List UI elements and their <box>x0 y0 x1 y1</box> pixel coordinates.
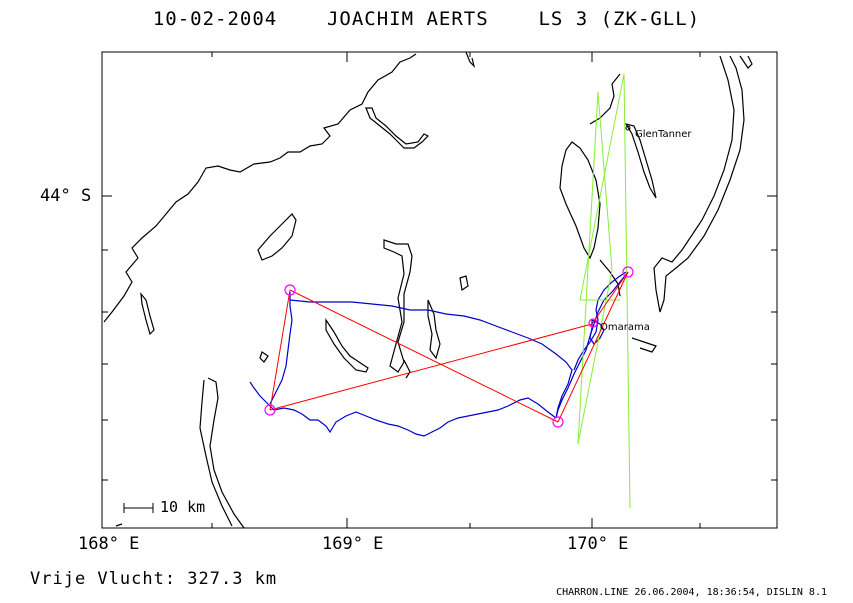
turnpoint-marker <box>264 404 276 416</box>
flight-date: 10-02-2004 <box>152 8 278 30</box>
frame-ticks <box>101 52 777 528</box>
pilot-name: JOACHIM AERTS <box>326 8 489 30</box>
airspace-lines <box>577 73 631 509</box>
turnpoints <box>264 266 634 428</box>
scale-bar <box>123 503 154 513</box>
x-tick-label: 168° E <box>78 534 140 554</box>
glentanner-marker <box>625 125 631 131</box>
scale-bar-label: 10 km <box>160 498 206 516</box>
map-frame <box>101 51 778 529</box>
map-title: 10-02-2004 JOACHIM AERTS LS 3 (ZK-GLL) <box>0 8 853 30</box>
omarama-label: Omarama <box>600 322 650 333</box>
software-credit: CHARRON.LINE 26.06.2004, 18:36:54, DISLI… <box>556 587 827 598</box>
turnpoint-marker <box>588 318 598 328</box>
task-lines <box>269 271 629 423</box>
x-tick-label: 170° E <box>567 534 629 554</box>
x-tick-label: 169° E <box>322 534 384 554</box>
turnpoint-marker <box>284 284 296 296</box>
glentanner-label: GlenTanner <box>635 129 692 140</box>
y-tick-label: 44° S <box>40 186 92 206</box>
coastline <box>103 51 753 529</box>
free-flight-distance: Vrije Vlucht: 327.3 km <box>30 569 278 589</box>
glider-name: LS 3 (ZK-GLL) <box>538 8 701 30</box>
turnpoint-marker <box>622 266 634 278</box>
flight-track <box>249 271 629 437</box>
turnpoint-marker <box>552 416 564 428</box>
